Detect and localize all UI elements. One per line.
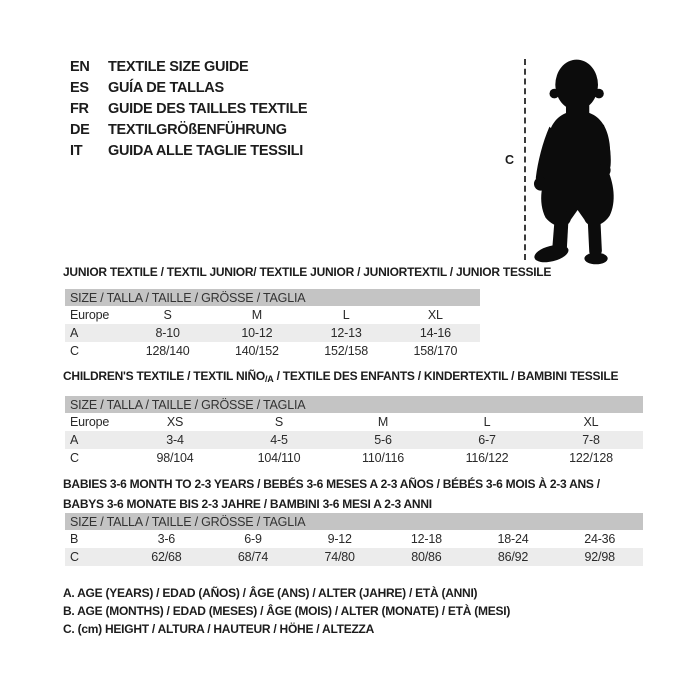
size-cell: XL	[583, 415, 599, 429]
height-measure-label: C	[505, 153, 515, 167]
children-table-title: CHILDREN'S TEXTILE / TEXTIL NIÑO/A / TEX…	[63, 369, 618, 384]
height-cell: 74/80	[324, 550, 355, 564]
row-label: C	[70, 451, 79, 465]
size-cell: L	[342, 308, 350, 322]
age-cell: 14-16	[419, 326, 451, 340]
language-code: ES	[70, 79, 89, 96]
age-cell: 4-5	[270, 433, 288, 447]
table-row-europe: Europe XS S M L XL	[65, 413, 643, 431]
size-header-bar: SIZE / TALLA / TAILLE / GRÖSSE / TAGLIA	[65, 289, 480, 306]
measure-legend: A. AGE (YEARS) / EDAD (AÑOS) / ÂGE (ANS)…	[63, 584, 510, 638]
language-label: GUÍA DE TALLAS	[108, 79, 224, 96]
height-measure-line	[524, 59, 526, 260]
size-cell: XS	[166, 415, 184, 429]
size-cell: L	[483, 415, 491, 429]
row-label: C	[70, 550, 79, 564]
size-header-bar: SIZE / TALLA / TAILLE / GRÖSSE / TAGLIA	[65, 396, 643, 413]
row-label: Europe	[70, 415, 110, 429]
height-cell: 128/140	[145, 344, 190, 358]
table-row-age: A 8-10 10-12 12-13 14-16	[65, 324, 480, 342]
language-label: GUIDE DES TAILLES TEXTILE	[108, 100, 308, 117]
toddler-silhouette	[533, 59, 614, 265]
height-cell: 110/116	[362, 451, 404, 465]
height-cell: 104/110	[257, 451, 301, 465]
age-cell: 7-8	[582, 433, 600, 447]
babies-size-table: SIZE / TALLA / TAILLE / GRÖSSE / TAGLIA …	[65, 513, 643, 566]
language-code: DE	[70, 121, 90, 138]
height-cell: 80/86	[411, 550, 442, 564]
table-row-height: C 98/104 104/110 110/116 116/122 122/128	[65, 449, 643, 467]
age-cell: 18-24	[497, 532, 529, 546]
age-cell: 6-9	[244, 532, 262, 546]
age-cell: 12-18	[410, 532, 442, 546]
babies-title-line2: BABYS 3-6 MONATE BIS 2-3 JAHRE / BAMBINI…	[63, 497, 432, 511]
age-cell: 3-6	[157, 532, 176, 546]
language-code: IT	[70, 142, 83, 159]
size-cell: XL	[427, 308, 443, 322]
size-cell: M	[251, 308, 262, 322]
height-cell: 152/158	[324, 344, 369, 358]
height-cell: 86/92	[497, 550, 529, 564]
row-label: C	[70, 344, 79, 358]
size-cell: S	[163, 308, 172, 322]
age-cell: 3-4	[166, 433, 184, 447]
legend-line-c: C. (cm) HEIGHT / ALTURA / HAUTEUR / HÖHE…	[63, 622, 375, 636]
height-cell: 122/128	[569, 451, 613, 465]
height-figure: C	[505, 54, 637, 269]
language-row-de: DE TEXTILGRÖßENFÜHRUNG	[70, 119, 307, 140]
language-label: GUIDA ALLE TAGLIE TESSILI	[108, 142, 303, 159]
title-suffix: / TEXTILE DES ENFANTS / KINDERTEXTIL / B…	[273, 369, 619, 383]
height-cell: 92/98	[584, 550, 615, 564]
babies-title-line1: BABIES 3-6 MONTH TO 2-3 YEARS / BEBÉS 3-…	[63, 477, 600, 491]
height-cell: 116/122	[465, 451, 509, 465]
table-row-height: C 62/68 68/74 74/80 80/86 86/92 92/98	[65, 548, 643, 566]
table-row-age-months: B 3-6 6-9 9-12 12-18 18-24 24-36	[65, 530, 643, 548]
age-cell: 8-10	[155, 326, 180, 340]
size-cell: M	[377, 415, 389, 429]
size-header-bar: SIZE / TALLA / TAILLE / GRÖSSE / TAGLIA	[65, 513, 643, 530]
title-subscript: /A	[264, 374, 274, 384]
height-cell: 140/152	[234, 344, 279, 358]
title-prefix: CHILDREN'S TEXTILE / TEXTIL NIÑO	[63, 369, 265, 383]
table-row-europe: Europe S M L XL	[65, 306, 480, 324]
row-label: A	[70, 433, 79, 447]
age-cell: 5-6	[374, 433, 392, 447]
junior-size-table: SIZE / TALLA / TAILLE / GRÖSSE / TAGLIA …	[65, 289, 480, 360]
legend-line-b: B. AGE (MONTHS) / EDAD (MESES) / ÂGE (MO…	[63, 604, 511, 618]
row-label: Europe	[70, 308, 110, 322]
language-row-fr: FR GUIDE DES TAILLES TEXTILE	[70, 98, 308, 119]
language-label: TEXTILGRÖßENFÜHRUNG	[108, 121, 287, 138]
children-size-table: SIZE / TALLA / TAILLE / GRÖSSE / TAGLIA …	[65, 396, 643, 467]
table-row-age: A 3-4 4-5 5-6 6-7 7-8	[65, 431, 643, 449]
language-row-en: EN TEXTILE SIZE GUIDE	[70, 56, 307, 77]
height-cell: 62/68	[151, 550, 182, 564]
language-row-it: IT GUIDA ALLE TAGLIE TESSILI	[70, 140, 307, 161]
age-cell: 9-12	[327, 532, 352, 546]
age-cell: 12-13	[330, 326, 362, 340]
legend-line-a: A. AGE (YEARS) / EDAD (AÑOS) / ÂGE (ANS)…	[63, 586, 478, 600]
language-row-es: ES GUÍA DE TALLAS	[70, 77, 307, 98]
language-code: EN	[70, 58, 90, 75]
age-cell: 6-7	[478, 433, 496, 447]
height-cell: 68/74	[237, 550, 269, 564]
language-list: EN TEXTILE SIZE GUIDE ES GUÍA DE TALLAS …	[70, 56, 308, 161]
babies-table-title: BABIES 3-6 MONTH TO 2-3 YEARS / BEBÉS 3-…	[63, 474, 600, 514]
size-cell: S	[274, 415, 284, 429]
language-code: FR	[70, 100, 89, 117]
row-label: A	[70, 326, 79, 340]
height-cell: 98/104	[156, 451, 194, 465]
age-cell: 24-36	[584, 532, 616, 546]
row-label: B	[70, 532, 79, 546]
language-label: TEXTILE SIZE GUIDE	[108, 58, 249, 75]
height-cell: 158/170	[413, 344, 458, 358]
table-row-height: C 128/140 140/152 152/158 158/170	[65, 342, 480, 360]
junior-table-title: JUNIOR TEXTILE / TEXTIL JUNIOR/ TEXTILE …	[63, 265, 552, 279]
age-cell: 10-12	[241, 326, 273, 340]
